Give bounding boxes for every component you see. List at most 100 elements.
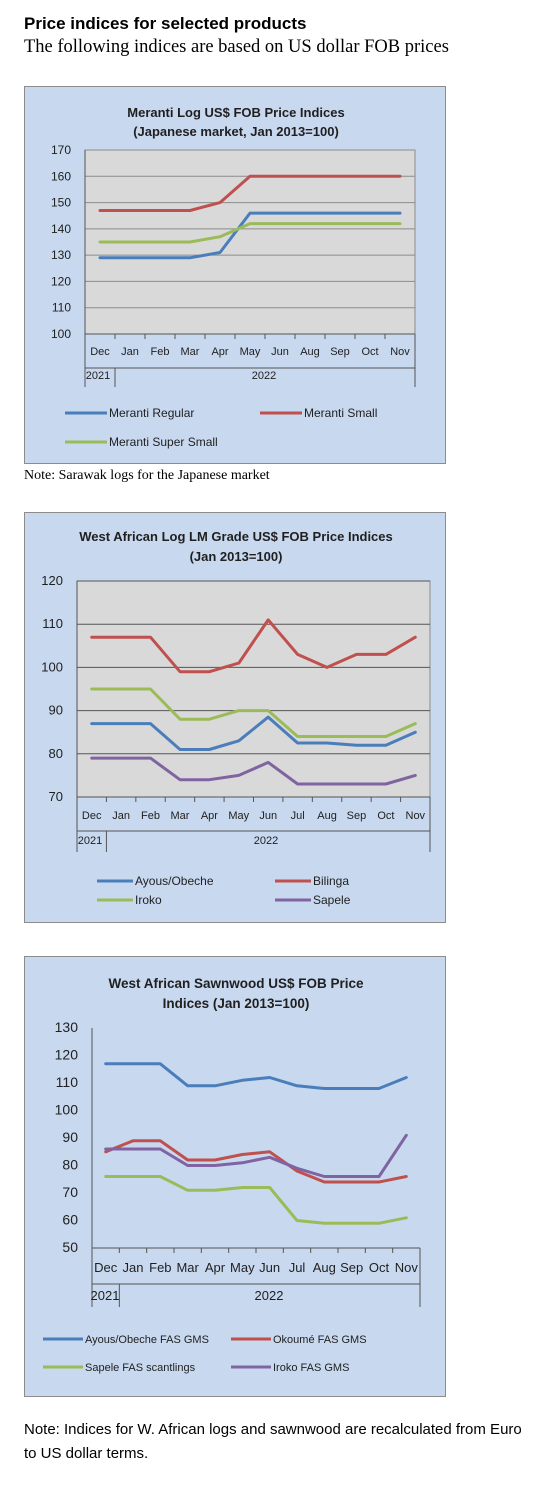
y-tick-label: 120 bbox=[55, 1047, 79, 1063]
x-tick-label-nov: Nov bbox=[390, 346, 410, 358]
series-line-ayous-obeche bbox=[90, 715, 417, 751]
x-tick-label-jun: Jun bbox=[259, 810, 277, 822]
series-line-bilinga bbox=[90, 618, 417, 674]
y-tick-label: 140 bbox=[51, 222, 71, 236]
x-tick-label-dec: Dec bbox=[82, 810, 102, 822]
series-line-meranti-small bbox=[98, 174, 402, 212]
x-tick-label-feb: Feb bbox=[151, 346, 170, 358]
x-tick-label-aug: Aug bbox=[300, 346, 320, 358]
y-tick-label: 80 bbox=[62, 1157, 78, 1173]
y-tick-label: 60 bbox=[62, 1212, 78, 1228]
y-tick-label: 160 bbox=[51, 169, 71, 183]
year-label-2021: 2021 bbox=[78, 835, 102, 847]
x-tick-label-dec: Dec bbox=[94, 1260, 118, 1275]
legend-label-okoum-fas-gms: Okoumé FAS GMS bbox=[273, 1334, 367, 1346]
chart-title-line: Indices (Jan 2013=100) bbox=[163, 996, 310, 1011]
x-tick-label-jan: Jan bbox=[123, 1260, 144, 1275]
x-tick-label-apr: Apr bbox=[211, 346, 228, 358]
x-tick-label-may: May bbox=[240, 346, 261, 358]
y-tick-label: 80 bbox=[49, 746, 63, 761]
series-line-meranti-super-small bbox=[98, 222, 402, 244]
series-line-sapele-fas-scantlings bbox=[104, 1175, 408, 1225]
y-tick-label: 150 bbox=[51, 196, 71, 210]
meranti-chart-panel: Meranti Log US$ FOB Price Indices (Japane… bbox=[24, 86, 446, 464]
x-tick-label-mar: Mar bbox=[176, 1260, 199, 1275]
y-tick-label: 120 bbox=[51, 274, 71, 288]
x-tick-label-sep: Sep bbox=[340, 1260, 363, 1275]
west-african-log-chart: West African Log LM Grade US$ FOB Price … bbox=[41, 529, 431, 907]
y-tick-label: 70 bbox=[62, 1184, 78, 1200]
y-tick-label: 100 bbox=[41, 659, 63, 674]
x-tick-label-aug: Aug bbox=[317, 810, 337, 822]
legend-label-ayous-obeche: Ayous/Obeche bbox=[135, 874, 214, 888]
y-tick-label: 110 bbox=[52, 301, 71, 315]
y-tick-label: 110 bbox=[42, 616, 63, 631]
plot-area bbox=[76, 580, 431, 798]
x-tick-label-feb: Feb bbox=[141, 810, 160, 822]
chart-title-line: Meranti Log US$ FOB Price Indices bbox=[127, 105, 344, 120]
legend-label-meranti-super-small: Meranti Super Small bbox=[109, 435, 218, 449]
year-label-2022: 2022 bbox=[254, 835, 278, 847]
x-tick-label-jan: Jan bbox=[112, 810, 130, 822]
x-tick-label-oct: Oct bbox=[369, 1260, 390, 1275]
x-tick-label-jun: Jun bbox=[259, 1260, 280, 1275]
y-tick-label: 100 bbox=[55, 1102, 79, 1118]
series-line-iroko bbox=[90, 687, 417, 738]
legend-label-meranti-small: Meranti Small bbox=[304, 406, 377, 420]
x-tick-label-nov: Nov bbox=[406, 810, 426, 822]
x-tick-label-sep: Sep bbox=[330, 346, 350, 358]
x-tick-label-aug: Aug bbox=[313, 1260, 336, 1275]
x-tick-label-jun: Jun bbox=[271, 346, 289, 358]
year-label-2022: 2022 bbox=[255, 1288, 284, 1303]
x-tick-label-sep: Sep bbox=[347, 810, 367, 822]
legend-label-meranti-regular: Meranti Regular bbox=[109, 406, 194, 420]
x-tick-label-feb: Feb bbox=[149, 1260, 171, 1275]
y-tick-label: 110 bbox=[56, 1074, 79, 1090]
x-tick-label-nov: Nov bbox=[395, 1260, 419, 1275]
year-label-2021: 2021 bbox=[91, 1288, 120, 1303]
series-line-meranti-regular bbox=[98, 211, 402, 260]
legend-label-sapele-fas-scantlings: Sapele FAS scantlings bbox=[85, 1362, 196, 1374]
legend-label-iroko-fas-gms: Iroko FAS GMS bbox=[273, 1362, 349, 1374]
x-tick-label-may: May bbox=[228, 810, 249, 822]
series-line-iroko-fas-gms bbox=[104, 1133, 408, 1178]
x-tick-label-oct: Oct bbox=[377, 810, 394, 822]
legend-label-iroko: Iroko bbox=[135, 893, 162, 907]
x-tick-label-jul: Jul bbox=[289, 1260, 306, 1275]
series-line-sapele bbox=[90, 756, 417, 786]
x-tick-label-jan: Jan bbox=[121, 346, 139, 358]
west-african-log-chart-panel: West African Log LM Grade US$ FOB Price … bbox=[24, 512, 446, 923]
legend-label-bilinga: Bilinga bbox=[313, 874, 349, 888]
x-tick-label-jul: Jul bbox=[291, 810, 305, 822]
x-tick-label-mar: Mar bbox=[181, 346, 200, 358]
x-tick-label-may: May bbox=[230, 1260, 255, 1275]
x-tick-label-apr: Apr bbox=[201, 810, 218, 822]
chart-title-line: (Japanese market, Jan 2013=100) bbox=[133, 124, 339, 139]
year-label-2022: 2022 bbox=[252, 370, 276, 382]
west-african-sawnwood-chart-panel: West African Sawnwood US$ FOB Price Indic… bbox=[24, 956, 446, 1397]
note-sarawak: Note: Sarawak logs for the Japanese mark… bbox=[24, 468, 270, 483]
chart-title-line: (Jan 2013=100) bbox=[190, 549, 283, 564]
legend-label-sapele: Sapele bbox=[313, 893, 351, 907]
series-line-ayous-obeche-fas-gms bbox=[104, 1062, 408, 1090]
x-tick-label-apr: Apr bbox=[205, 1260, 226, 1275]
y-tick-label: 170 bbox=[51, 143, 71, 157]
x-tick-label-dec: Dec bbox=[90, 346, 110, 358]
y-tick-label: 90 bbox=[49, 703, 63, 718]
y-tick-label: 130 bbox=[55, 1019, 79, 1035]
y-tick-label: 130 bbox=[51, 248, 71, 262]
y-tick-label: 50 bbox=[62, 1239, 78, 1255]
chart-title-line: West African Sawnwood US$ FOB Price bbox=[108, 976, 364, 991]
y-tick-label: 70 bbox=[49, 789, 63, 804]
year-label-2021: 2021 bbox=[86, 370, 110, 382]
y-tick-label: 100 bbox=[51, 327, 71, 341]
series-line-okoum-fas-gms bbox=[104, 1139, 408, 1184]
x-tick-label-mar: Mar bbox=[170, 810, 189, 822]
note-euro-conversion: Note: Indices for W. African logs and sa… bbox=[24, 1421, 522, 1462]
legend-label-ayous-obeche-fas-gms: Ayous/Obeche FAS GMS bbox=[85, 1334, 209, 1346]
page-title: Price indices for selected products bbox=[24, 14, 307, 33]
chart-title-line: West African Log LM Grade US$ FOB Price … bbox=[79, 529, 393, 544]
page-subtitle: The following indices are based on US do… bbox=[24, 37, 449, 57]
y-tick-label: 120 bbox=[41, 573, 63, 588]
meranti-chart: Meranti Log US$ FOB Price Indices (Japane… bbox=[51, 105, 416, 449]
